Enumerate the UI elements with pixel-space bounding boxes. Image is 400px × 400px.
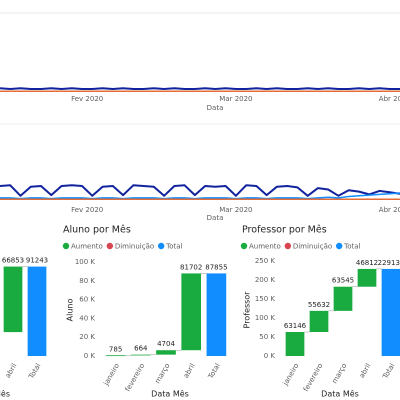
x-tick-label: fevereiro (124, 362, 147, 393)
y-tick-label: 150 K (255, 295, 276, 303)
x-tick-label: Total (381, 362, 397, 381)
line-series (0, 87, 400, 90)
y-tick-label: 50 K (259, 333, 275, 341)
y-tick-label: 200 K (255, 276, 276, 284)
y-tick-label: 100 K (75, 258, 96, 266)
waterfall-bar (105, 355, 126, 357)
value-label: 229135 (378, 259, 400, 267)
x-axis-title: Data (207, 214, 224, 222)
value-label: 81702 (180, 263, 202, 271)
x-tick-label: Abr 2020 (379, 206, 400, 214)
x-axis-title: Data Mês (151, 389, 189, 399)
legend-marker (157, 242, 165, 250)
value-label: 87855 (205, 263, 227, 271)
value-label: 4704 (157, 340, 175, 348)
waterfall-bar (3, 266, 23, 333)
x-tick-label: março (154, 362, 172, 385)
legend-label: Diminuição (115, 243, 154, 251)
x-tick-label: Total (27, 362, 43, 381)
legend-label: Total (343, 243, 360, 251)
waterfall-bar (309, 310, 329, 333)
y-tick-label: 40 K (79, 314, 95, 322)
waterfall-bar (181, 273, 202, 351)
waterfall-bar (27, 266, 47, 356)
value-label: 55632 (308, 301, 330, 309)
x-tick-label: Fev 2020 (71, 206, 103, 214)
legend-marker (284, 242, 292, 250)
waterfall-bar (357, 268, 377, 287)
legend-label: Total (165, 243, 182, 251)
waterfall-bar (130, 354, 151, 356)
legend-label: Diminuição (293, 243, 332, 251)
legend-marker (335, 242, 343, 250)
x-tick-label: abril (4, 362, 19, 379)
value-label: 785 (109, 345, 122, 353)
y-tick-label: 60 K (79, 296, 95, 304)
legend-marker (106, 242, 114, 250)
value-label: 91243 (26, 257, 48, 265)
legend-label: Aumento (71, 243, 103, 251)
value-label: 664 (134, 345, 148, 353)
x-tick-label: janeiro (281, 362, 300, 388)
y-tick-label: 80 K (79, 277, 95, 285)
waterfall-bar (206, 273, 227, 356)
line-series (0, 192, 400, 200)
value-label: 63545 (332, 277, 354, 285)
x-tick-label: Fev 2020 (71, 95, 103, 103)
x-tick-label: janeiro (102, 362, 121, 388)
y-tick-label: 0 K (84, 352, 96, 360)
value-label: 63146 (284, 322, 307, 330)
waterfall-bar (333, 286, 353, 311)
waterfall-bar (381, 268, 400, 356)
value-label: 66853 (2, 257, 24, 265)
x-axis-title: Data (207, 104, 224, 112)
legend-label: Aumento (249, 243, 281, 251)
y-tick-label: 100 K (255, 314, 276, 322)
x-tick-label: fevereiro (302, 362, 325, 393)
x-tick-label: Mar 2020 (219, 95, 252, 103)
waterfall-bar (285, 332, 305, 356)
chart-title: Aluno por Mês (63, 225, 131, 236)
y-tick-label: 0 K (264, 352, 276, 360)
legend-marker (240, 242, 248, 250)
legend-marker (62, 242, 70, 250)
y-tick-label: 250 K (255, 257, 276, 265)
x-tick-label: Total (206, 362, 222, 381)
x-tick-label: Abr 2020 (379, 95, 400, 103)
chart-title: Professor por Mês (242, 225, 327, 236)
line-series (0, 184, 400, 197)
x-tick-label: Mar 2020 (219, 206, 252, 214)
y-axis-title: Aluno (66, 299, 75, 322)
x-axis-title: Data Mês (321, 389, 359, 399)
y-axis-title: Professor (243, 291, 252, 329)
waterfall-bar (156, 350, 176, 355)
x-tick-label: março (331, 362, 349, 385)
x-tick-label: abril (182, 362, 197, 379)
y-tick-label: 20 K (79, 333, 95, 341)
value-label: 46812 (356, 259, 378, 267)
x-axis-title: Data Mês (0, 389, 10, 399)
x-tick-label: abril (358, 362, 373, 379)
